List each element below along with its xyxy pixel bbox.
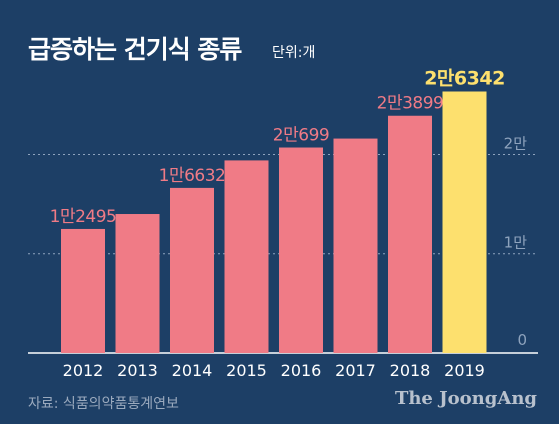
x-tick-label: 2016 xyxy=(281,361,322,380)
bar-2015 xyxy=(224,160,269,353)
x-tick-label: 2013 xyxy=(117,361,158,380)
y-tick-label: 1만 xyxy=(504,234,528,252)
unit-label: 단위:개 xyxy=(272,45,316,61)
data-label: 2만699 xyxy=(273,126,329,146)
data-label: 2만3899 xyxy=(377,94,444,114)
x-tick-label: 2015 xyxy=(226,361,267,380)
x-tick-label: 2017 xyxy=(335,361,376,380)
bar-2016 xyxy=(279,147,323,353)
bar-2019 xyxy=(442,91,487,353)
bar-2014 xyxy=(170,187,214,353)
data-label: 1만2495 xyxy=(50,207,117,227)
y-tick-label: 0 xyxy=(517,331,527,349)
chart-title: 급증하는 건기식 종류 xyxy=(28,35,242,64)
y-tick-label: 2만 xyxy=(504,134,528,152)
joongang-logo: The JoongAng xyxy=(394,388,537,409)
source-note: 자료: 식품의약품통계연보 xyxy=(28,396,179,412)
bar-2017 xyxy=(333,138,378,353)
x-tick-label: 2018 xyxy=(390,361,431,380)
x-tick-label: 2014 xyxy=(172,361,213,380)
data-label: 2만6342 xyxy=(424,67,505,89)
bar-2012 xyxy=(61,228,105,353)
x-tick-label: 2019 xyxy=(444,361,485,380)
x-tick-label: 2012 xyxy=(63,361,104,380)
data-label: 1만6632 xyxy=(159,166,226,186)
bar-2013 xyxy=(115,214,160,353)
bar-2018 xyxy=(388,115,432,353)
